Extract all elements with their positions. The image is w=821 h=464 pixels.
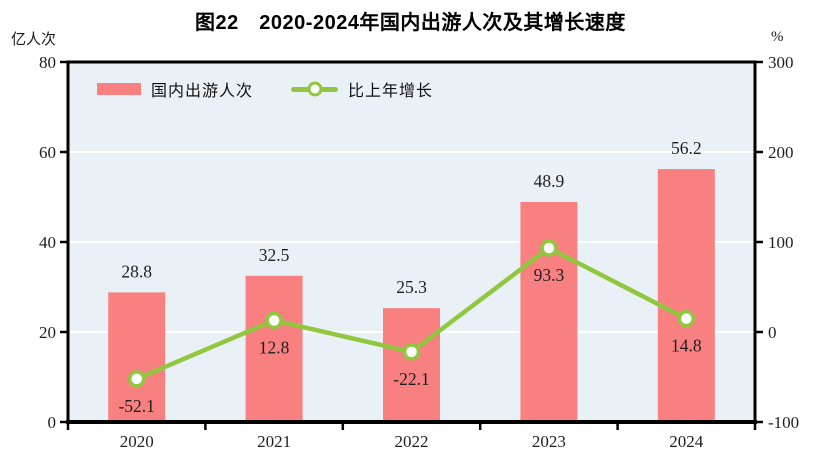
line-marker-icon <box>307 81 323 97</box>
line-label-2023: 93.3 <box>534 265 565 285</box>
right-axis-tick-label: -100 <box>768 413 799 432</box>
legend-item-line: 比上年增长 <box>291 77 433 101</box>
line-label-2024: 14.8 <box>671 336 702 356</box>
left-axis-tick-label: 20 <box>39 323 56 342</box>
bar-label-2024: 56.2 <box>671 138 702 158</box>
line-label-2021: 12.8 <box>259 337 290 357</box>
left-axis-tick-label: 80 <box>39 53 56 72</box>
legend-label-line: 比上年增长 <box>348 83 434 100</box>
x-axis-label-2022: 2022 <box>395 432 429 451</box>
bar-label-2022: 25.3 <box>396 277 427 297</box>
line-marker-2023 <box>540 239 558 257</box>
line-marker-2021 <box>265 311 283 330</box>
bar-series-swatch-icon <box>97 83 141 95</box>
line-series-swatch-icon <box>291 81 339 97</box>
right-axis-tick-label: 200 <box>768 143 794 162</box>
line-marker-2024 <box>677 309 696 328</box>
left-axis-tick-label: 0 <box>48 413 57 432</box>
bar-label-2021: 32.5 <box>259 245 290 265</box>
bar-2024 <box>657 169 715 422</box>
bar-2022 <box>383 308 440 422</box>
right-axis-tick-label: 100 <box>768 233 794 252</box>
bar-label-2020: 28.8 <box>121 261 152 281</box>
right-axis-tick-label: 300 <box>768 53 794 72</box>
line-marker-2022 <box>402 343 421 361</box>
left-axis-tick-label: 40 <box>39 233 56 252</box>
line-label-2020: -52.1 <box>118 396 154 416</box>
legend-item-bars: 国内出游人次 <box>97 77 253 101</box>
bar-2021 <box>245 275 303 422</box>
x-axis-label-2024: 2024 <box>669 432 704 451</box>
bar-2023 <box>520 201 578 422</box>
right-axis-tick-label: 0 <box>768 323 777 342</box>
line-marker-2020 <box>127 370 146 388</box>
line-label-2022: -22.1 <box>393 369 429 389</box>
x-axis-label-2020: 2020 <box>120 432 154 451</box>
x-axis-label-2021: 2021 <box>257 432 291 451</box>
right-axis-unit-label: % <box>771 29 784 45</box>
bar-label-2023: 48.9 <box>534 171 565 191</box>
bar-2020 <box>108 292 166 422</box>
chart-legend: 国内出游人次 比上年增长 <box>97 76 433 102</box>
chart-title: 图22 2020-2024年国内出游人次及其增长速度 <box>195 12 626 34</box>
x-axis-label-2023: 2023 <box>532 432 566 451</box>
left-axis-tick-label: 60 <box>39 143 56 162</box>
left-axis-unit-label: 亿人次 <box>11 31 57 48</box>
legend-label-bars: 国内出游人次 <box>151 83 254 100</box>
